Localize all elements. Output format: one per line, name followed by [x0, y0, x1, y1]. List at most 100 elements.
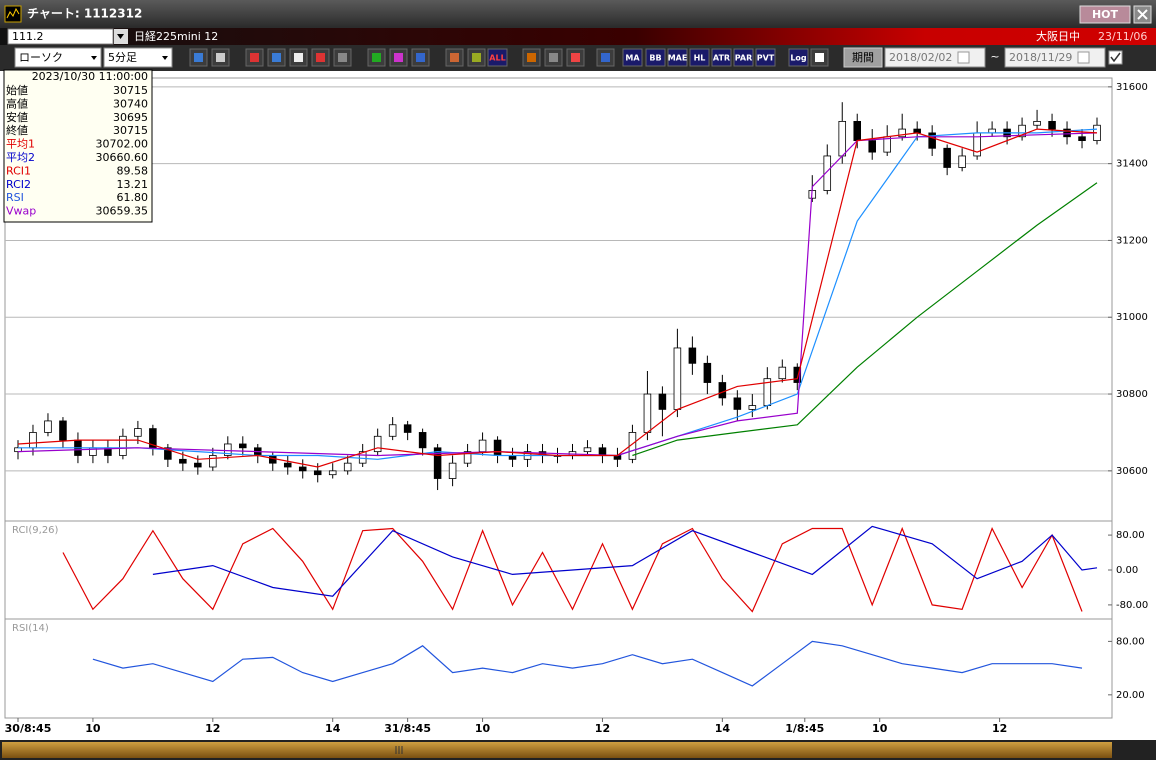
toolbar-icon-label: BB: [649, 54, 661, 63]
series-line: [17, 128, 1098, 468]
candle-body: [44, 420, 52, 433]
candle-body: [313, 470, 322, 476]
toolbar-icon-glyph: [294, 53, 303, 62]
candle-body: [478, 439, 487, 453]
info-label: 始値: [6, 83, 28, 97]
toolbar-icon[interactable]: [733, 48, 754, 67]
y-tick-label: -80.00: [1116, 600, 1148, 611]
calendar-button[interactable]: [1077, 51, 1090, 64]
toolbar-icon-label: Log: [790, 54, 807, 63]
series-line: [92, 640, 1083, 687]
toolbar-icon-label: HL: [694, 54, 706, 63]
x-tick-label: 12: [595, 722, 610, 735]
candle-body: [283, 462, 292, 468]
candle-body: [298, 466, 307, 472]
candle-body: [643, 393, 652, 433]
candle-body: [958, 155, 966, 168]
toolbar-icon-glyph: [316, 53, 325, 62]
period-button[interactable]: [843, 47, 883, 68]
plots: 30600 30800 31000 31200 31400 31600 RCI(9,26) 8…: [5, 82, 1149, 735]
series-line: [152, 525, 1098, 597]
candle-body: [134, 428, 142, 437]
toolbar-icon-glyph: [527, 53, 536, 62]
candle-body: [868, 140, 876, 153]
candle-body: [418, 432, 427, 449]
info-value: 30660.60: [96, 151, 149, 164]
toolbar-icon-glyph: [472, 53, 481, 62]
candle-body: [209, 455, 217, 468]
candle-body: [838, 120, 847, 157]
session-label: 大阪日中: [1036, 29, 1080, 43]
close-icon: [1137, 9, 1148, 20]
candle-body: [1063, 128, 1071, 138]
toolbar-icon-label: PAR: [735, 54, 752, 63]
candle-body: [688, 347, 697, 364]
toolbar-icon[interactable]: [788, 48, 809, 67]
candle-body: [179, 458, 187, 464]
toolbar-icon-label: PVT: [757, 54, 775, 63]
toolbar-icon-glyph: [815, 53, 824, 62]
toolbar-icon[interactable]: [487, 48, 508, 67]
y-tick-label: 0.00: [1116, 565, 1138, 576]
info-label: RSI: [6, 191, 24, 204]
info-label: 高値: [6, 96, 28, 110]
y-tick-label: 31600: [1116, 82, 1148, 93]
panel-title: RSI(14): [12, 623, 49, 634]
candle-body: [493, 439, 502, 456]
toolbar-icon[interactable]: [689, 48, 710, 67]
date-to: 2018/11/29: [1009, 51, 1072, 64]
calendar-button[interactable]: [957, 51, 970, 64]
info-value: 30740: [113, 97, 148, 110]
candle-body: [853, 120, 862, 141]
candle-body: [194, 462, 202, 468]
chart-type-select[interactable]: [14, 47, 102, 68]
symbol-input[interactable]: [7, 28, 114, 45]
toolbar-icon[interactable]: [622, 48, 643, 67]
dropdown-arrow: [117, 34, 124, 39]
candle-body: [463, 451, 472, 464]
candle-body: [598, 447, 607, 456]
title-bar: [0, 0, 1156, 28]
info-label: Vwap: [6, 205, 36, 218]
info-label: 終値: [6, 123, 28, 137]
series-line: [17, 132, 1098, 457]
dropdown-arrow: [162, 56, 168, 60]
candle-body: [778, 366, 787, 380]
panel-title: RCI(9,26): [12, 525, 59, 536]
chart-area: [0, 71, 1156, 740]
candle-body: [583, 447, 592, 453]
series-line: [62, 526, 1083, 613]
toolbar-icon-glyph: [416, 53, 425, 62]
candle-body: [658, 393, 667, 410]
info-datetime: 2023/10/30 11:00:00: [32, 70, 148, 83]
candle-body: [733, 397, 742, 410]
candle-body: [448, 462, 457, 479]
candle-body: [59, 420, 67, 441]
candle-body: [1018, 124, 1026, 138]
x-tick-label: 31/8:45: [384, 722, 431, 735]
toolbar-icon[interactable]: [667, 48, 688, 67]
checkmark: [1110, 52, 1121, 63]
toolbar-icon[interactable]: [755, 48, 776, 67]
hot-button[interactable]: [1079, 5, 1131, 24]
symbol-bar: [0, 28, 1156, 45]
y-tick-label: 80.00: [1116, 636, 1145, 647]
scroll-grip: [395, 746, 403, 754]
toolbar-icon[interactable]: [711, 48, 732, 67]
toolbar-icon-glyph: [450, 53, 459, 62]
candle-body: [164, 447, 172, 460]
x-tick-label: 12: [992, 722, 1007, 735]
toolbar-icon-glyph: [272, 53, 281, 62]
toolbar-icons: ALL MA BB MAE HL ATR PAR PVT Log: [189, 48, 829, 67]
x-tick-label: 10: [475, 722, 491, 735]
toolbar-icon[interactable]: [645, 48, 666, 67]
interval-select[interactable]: [103, 47, 173, 68]
hot-label: HOT: [1092, 8, 1119, 21]
candle-body: [358, 451, 367, 464]
candle-body: [343, 462, 352, 472]
toolbar-icon-glyph: [571, 53, 580, 62]
scroll-thumb[interactable]: [2, 742, 1112, 758]
date-separator: ~: [990, 50, 999, 63]
y-tick-label: 80.00: [1116, 530, 1145, 541]
